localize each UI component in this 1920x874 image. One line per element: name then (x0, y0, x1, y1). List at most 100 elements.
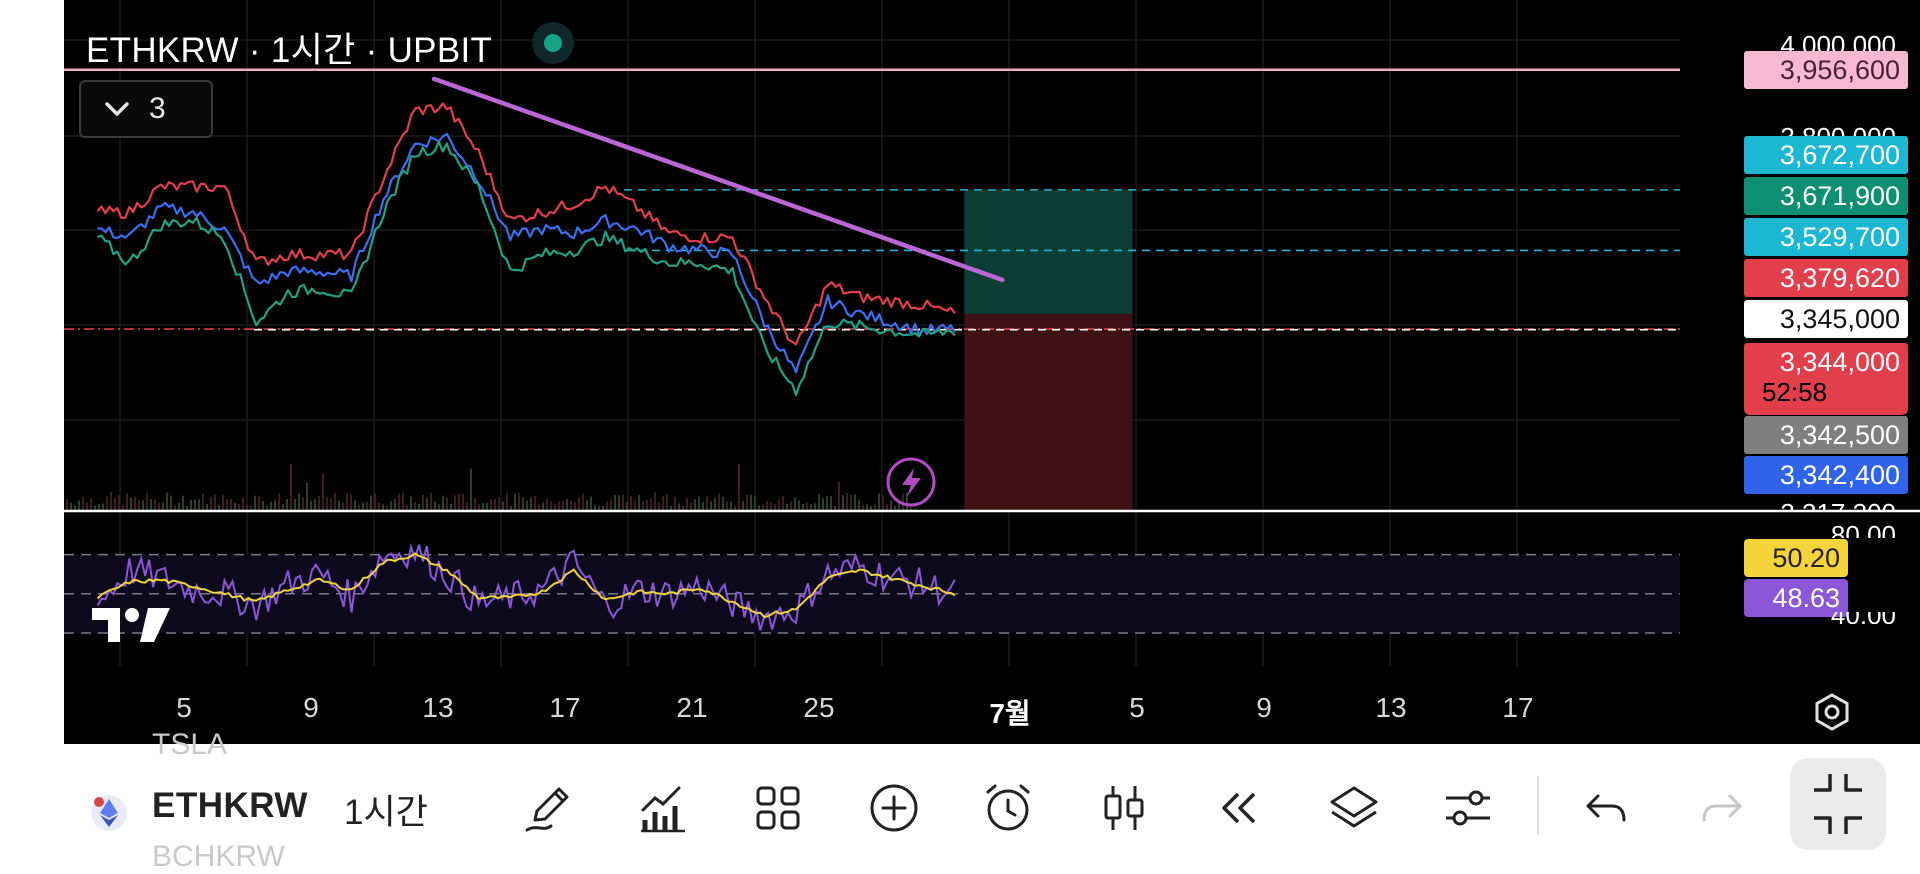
chart-settings-icon[interactable] (1810, 690, 1854, 734)
volume-bar (590, 496, 592, 510)
volume-bar (550, 501, 552, 510)
volume-bar (686, 498, 688, 510)
volume-bar (294, 499, 296, 510)
volume-bar (882, 495, 884, 510)
volume-bar (94, 505, 96, 510)
volume-bar (626, 501, 628, 510)
layers-icon[interactable] (1326, 780, 1382, 836)
price-label-cyan[interactable]: 3,529,700 (1744, 218, 1908, 256)
volume-bar (490, 499, 492, 510)
volume-bar (122, 504, 124, 510)
volume-bar (862, 504, 864, 510)
volume-bar (114, 498, 116, 510)
redo-icon[interactable] (1694, 780, 1750, 836)
candles-icon[interactable] (1096, 780, 1152, 836)
alarm-clock-icon[interactable] (980, 780, 1036, 836)
indicator-count: 3 (149, 92, 166, 125)
price-label-cyan[interactable]: 3,672,700 (1744, 136, 1908, 174)
price-label-target[interactable]: 3,671,900 (1744, 177, 1908, 215)
volume-bar (426, 497, 428, 510)
volume-bar (326, 496, 328, 510)
rsi-ma-label[interactable]: 50.20 (1744, 539, 1848, 577)
price-label-white[interactable]: 3,345,000 (1744, 300, 1908, 338)
volume-bar (834, 505, 836, 510)
volume-bar (86, 502, 88, 510)
trendline[interactable] (431, 76, 1005, 283)
volume-bar (606, 501, 608, 510)
volume-bar (318, 495, 320, 510)
volume-bar (906, 492, 908, 510)
volume-bar (718, 493, 720, 510)
volume-bar (786, 503, 788, 510)
chart-title: ETHKRW · 1시간 · UPBIT (86, 31, 493, 70)
volume-bar (838, 481, 840, 510)
volume-bar (142, 500, 144, 510)
volume-bar (406, 504, 408, 510)
volume-bar (230, 499, 232, 510)
trendline-segment[interactable] (431, 76, 1005, 283)
volume-bar (306, 482, 308, 510)
settings-sliders-icon[interactable] (1440, 780, 1496, 836)
layouts-grid-icon[interactable] (750, 780, 806, 836)
volume-bar (342, 502, 344, 510)
volume-bar (210, 496, 212, 510)
x-tick-label: 9 (1256, 692, 1272, 723)
rsi-value-label[interactable]: 48.63 (1744, 579, 1848, 617)
interval-selector[interactable]: 1시간 (344, 793, 428, 832)
volume-bar (450, 504, 452, 510)
volume-bar (746, 494, 748, 510)
price-label-entry[interactable]: 3,379,620 (1744, 259, 1908, 297)
volume-bar (702, 501, 704, 510)
last-price-label[interactable]: 3,344,000 (1744, 343, 1908, 415)
volume-bar (430, 492, 432, 510)
y-tick-label: 3,317,300 (1744, 498, 1908, 512)
volume-bar (242, 497, 244, 510)
volume-bar (770, 502, 772, 510)
volume-bar (254, 495, 256, 510)
indicators-icon[interactable] (635, 780, 691, 836)
chart-panel[interactable]: ETHKRW · 1시간 · UPBIT 3 4,000,000 3,800,0… (64, 0, 1920, 744)
volume-bar (614, 494, 616, 510)
volume-bar (394, 499, 396, 510)
drawing-pencil-icon[interactable] (521, 780, 577, 836)
volume-bar (794, 497, 796, 510)
volume-bar (346, 493, 348, 510)
volume-bar (638, 494, 640, 510)
exit-fullscreen-button[interactable] (1790, 758, 1886, 850)
volume-bar (206, 503, 208, 510)
rsi-pane (64, 543, 1680, 634)
volume-bar (218, 504, 220, 510)
replay-rewind-icon[interactable] (1210, 780, 1266, 836)
volume-bar (518, 493, 520, 510)
indicators-collapse-button[interactable]: 3 (79, 80, 213, 138)
long-position-tool[interactable] (964, 190, 1133, 511)
tradingview-logo-icon (92, 608, 170, 642)
volume-bar (734, 505, 736, 510)
position-loss-zone[interactable] (964, 313, 1133, 511)
price-label-pink[interactable]: 3,956,600 (1744, 51, 1908, 89)
symbol-prev[interactable]: TSLA (152, 728, 228, 761)
volume-bar (586, 500, 588, 510)
symbol-next[interactable]: BCHKRW (152, 840, 285, 873)
volume-bar (810, 504, 812, 510)
volume-bar (870, 505, 872, 510)
volume-bar (814, 503, 816, 510)
price-label-blue[interactable]: 3,342,400 (1744, 456, 1908, 494)
volume-bar (822, 497, 824, 510)
volume-bar (874, 504, 876, 510)
x-tick-label: 13 (1375, 692, 1407, 723)
volume-bar (514, 494, 516, 510)
position-profit-zone[interactable] (964, 190, 1133, 314)
volume-bar (554, 503, 556, 510)
symbol-selector[interactable]: ETHKRW (152, 786, 308, 825)
price-label-gray[interactable]: 3,342,500 (1744, 416, 1908, 454)
price-chart[interactable] (64, 0, 1920, 744)
alert-lightning-icon[interactable] (886, 457, 936, 507)
volume-bar (446, 497, 448, 510)
volume-bar (706, 496, 708, 510)
ethereum-icon (91, 795, 127, 831)
volume-bar (66, 499, 68, 510)
volume-bar (390, 501, 392, 510)
add-plus-icon[interactable] (866, 780, 922, 836)
undo-icon[interactable] (1578, 780, 1634, 836)
